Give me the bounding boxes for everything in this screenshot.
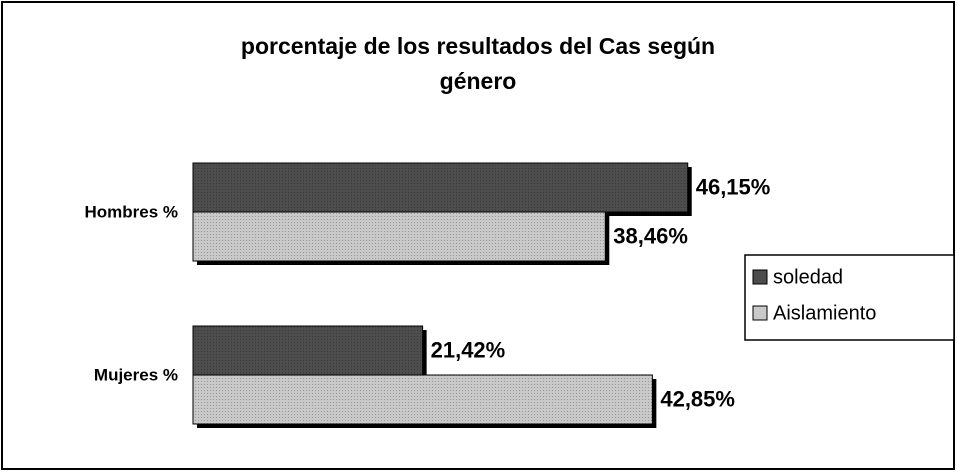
legend-swatch — [752, 269, 768, 285]
bar-texture — [193, 212, 606, 261]
data-label: 38,46% — [613, 223, 688, 248]
data-label: 46,15% — [696, 174, 771, 199]
bar-texture — [193, 375, 653, 424]
legend-label: soledad — [773, 266, 843, 288]
bar-texture — [193, 163, 688, 212]
legend-label: Aislamiento — [773, 302, 876, 324]
chart-title: género — [440, 68, 517, 94]
bar-texture — [193, 326, 423, 375]
legend-box — [744, 254, 955, 341]
data-label: 21,42% — [431, 337, 506, 362]
data-label: 42,85% — [660, 386, 735, 411]
category-label: Hombres % — [84, 202, 178, 221]
legend-swatch — [752, 305, 768, 321]
category-label: Mujeres % — [94, 365, 178, 384]
chart-title: porcentaje de los resultados del Cas seg… — [241, 33, 715, 59]
